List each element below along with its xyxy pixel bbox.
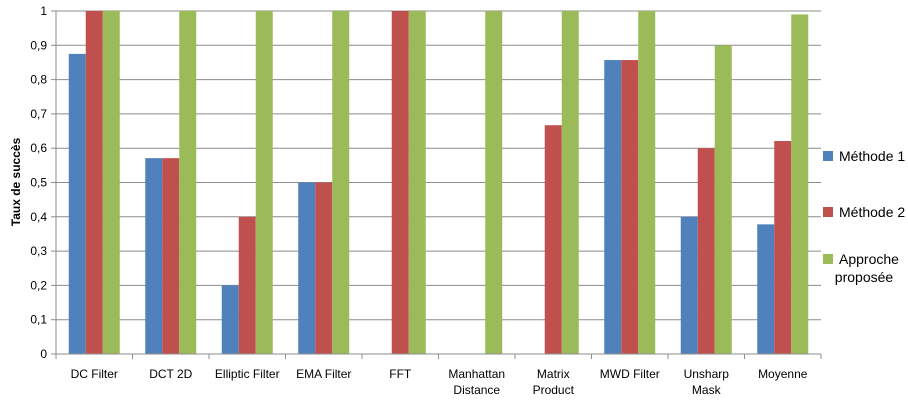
x-category-label: Matrix <box>537 367 570 381</box>
y-tick-label: 0,7 <box>30 107 47 121</box>
bar <box>68 53 86 354</box>
legend-swatch <box>823 151 833 161</box>
bar <box>408 11 426 354</box>
y-tick-label: 0,6 <box>30 141 47 155</box>
bar <box>638 11 656 354</box>
legend: Méthode 1 Méthode 2 Approche proposée <box>823 148 905 285</box>
y-axis-label: Taux de succès <box>9 137 23 226</box>
y-tick-label: 0,8 <box>30 73 47 87</box>
x-category-label: DCT 2D <box>149 367 192 381</box>
y-tick-label: 0,5 <box>30 176 47 190</box>
x-category-label: Product <box>533 383 575 397</box>
axes <box>51 10 822 359</box>
y-tick-label: 0,1 <box>30 313 47 327</box>
bar <box>332 11 350 354</box>
bar <box>485 11 503 354</box>
bar <box>680 216 698 354</box>
x-category-label: Elliptic Filter <box>215 367 280 381</box>
bar <box>757 224 775 354</box>
y-tick-label: 1 <box>40 4 47 18</box>
bars <box>68 11 809 355</box>
y-tick-label: 0,3 <box>30 244 47 258</box>
x-category-label: Manhattan <box>448 367 505 381</box>
bar <box>774 140 792 354</box>
x-category-label: DC Filter <box>71 367 118 381</box>
bar <box>697 148 715 354</box>
x-category-label: FFT <box>389 367 412 381</box>
x-category-label: Unsharp <box>684 367 730 381</box>
x-category-label: Moyenne <box>758 367 808 381</box>
legend-swatch <box>823 207 833 217</box>
bar <box>298 182 316 354</box>
bar <box>791 14 809 355</box>
bar <box>255 11 273 354</box>
bar <box>238 216 256 354</box>
bar <box>221 285 239 354</box>
bar <box>391 11 409 354</box>
y-tick-label: 0,2 <box>30 278 47 292</box>
x-category-labels: DC Filter DCT 2D Elliptic Filter EMA Filter… <box>71 367 808 397</box>
y-tick-label: 0,4 <box>30 210 47 224</box>
y-tick-labels: 0 0,1 0,2 0,3 0,4 0,5 0,6 0,7 0,8 0,9 1 <box>30 4 47 361</box>
bar <box>162 158 180 354</box>
legend-swatch <box>823 254 833 264</box>
legend-label: Méthode 2 <box>839 204 905 220</box>
x-category-label: EMA Filter <box>296 367 351 381</box>
x-category-label: MWD Filter <box>600 367 660 381</box>
legend-label: proposée <box>835 269 894 285</box>
bar <box>315 182 333 354</box>
bar <box>179 11 197 354</box>
bar <box>621 60 639 354</box>
bar <box>604 60 622 354</box>
y-tick-label: 0,9 <box>30 38 47 52</box>
bar <box>544 125 562 355</box>
y-tick-label: 0 <box>40 347 47 361</box>
legend-label: Approche <box>839 251 899 267</box>
bar <box>714 45 732 355</box>
x-category-label: Mask <box>692 383 722 397</box>
bar <box>561 11 579 354</box>
bar <box>85 11 103 354</box>
bar <box>145 158 163 354</box>
legend-label: Méthode 1 <box>839 148 905 164</box>
bar <box>102 11 120 354</box>
x-category-label: Distance <box>453 383 500 397</box>
